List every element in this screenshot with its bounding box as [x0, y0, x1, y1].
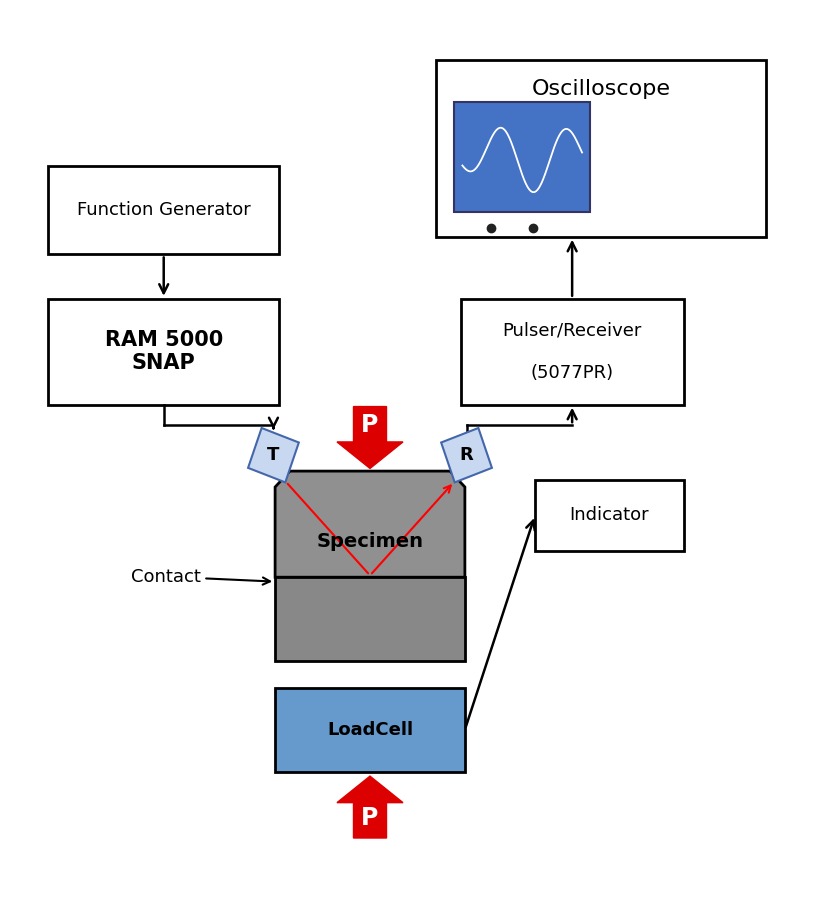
Polygon shape: [275, 577, 465, 661]
Polygon shape: [337, 776, 403, 838]
Polygon shape: [337, 407, 403, 469]
Text: R: R: [460, 446, 473, 464]
Text: Specimen: Specimen: [316, 533, 424, 551]
Text: P: P: [362, 413, 378, 437]
FancyBboxPatch shape: [461, 299, 684, 405]
Text: Indicator: Indicator: [570, 506, 649, 524]
Text: LoadCell: LoadCell: [327, 721, 413, 739]
Polygon shape: [275, 471, 465, 577]
FancyBboxPatch shape: [436, 60, 766, 237]
Text: T: T: [268, 446, 279, 464]
Polygon shape: [248, 428, 299, 482]
FancyBboxPatch shape: [275, 688, 465, 771]
FancyBboxPatch shape: [454, 101, 591, 212]
FancyBboxPatch shape: [48, 166, 279, 254]
FancyBboxPatch shape: [48, 299, 279, 405]
Text: RAM 5000
SNAP: RAM 5000 SNAP: [105, 330, 223, 374]
Text: Contact: Contact: [131, 568, 270, 585]
Text: Function Generator: Function Generator: [77, 201, 251, 219]
Text: Pulser/Receiver

(5077PR): Pulser/Receiver (5077PR): [503, 322, 642, 382]
Text: Oscilloscope: Oscilloscope: [532, 79, 670, 100]
FancyBboxPatch shape: [535, 480, 684, 550]
Polygon shape: [441, 428, 492, 482]
Text: P: P: [362, 806, 378, 830]
